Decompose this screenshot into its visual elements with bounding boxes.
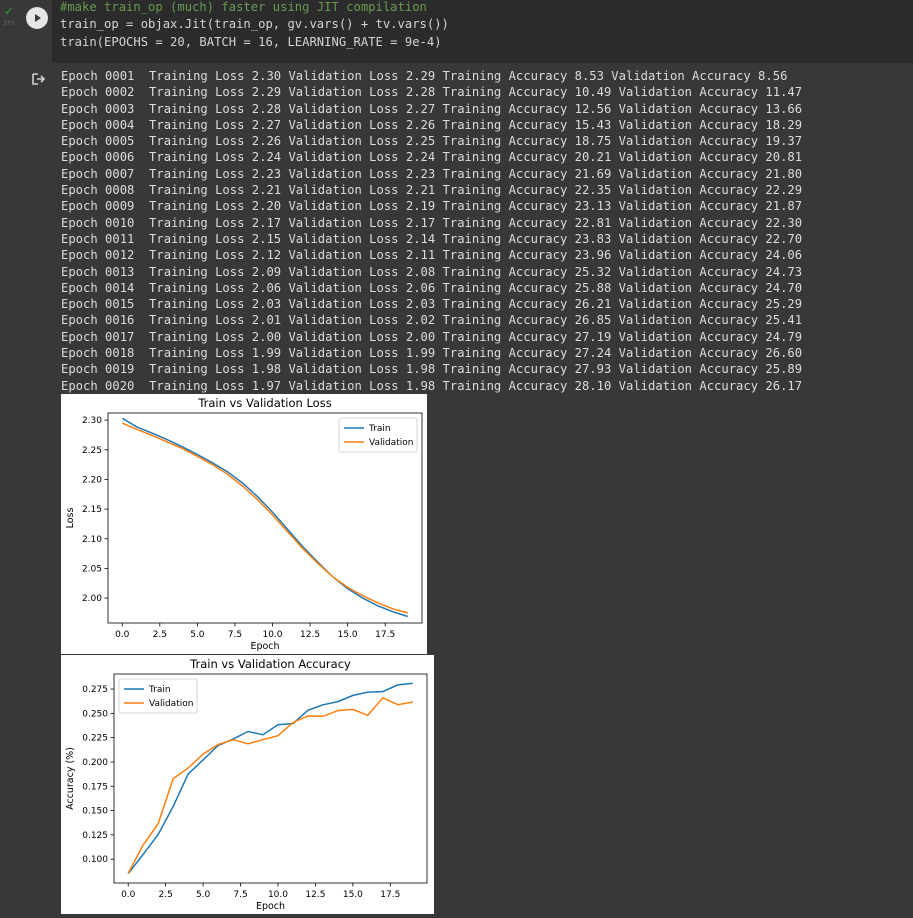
y-tick-label: 2.25 xyxy=(82,446,102,456)
output-line: Epoch 0011 Training Loss 2.15 Validation… xyxy=(61,231,803,246)
output-line: Epoch 0015 Training Loss 2.03 Validation… xyxy=(61,297,803,312)
y-tick-label: 2.15 xyxy=(82,505,102,515)
series-line-train xyxy=(121,417,408,618)
y-tick-label: 2.10 xyxy=(82,535,102,545)
code-line-train: train(EPOCHS = 20, BATCH = 16, LEARNING_… xyxy=(60,35,442,49)
legend xyxy=(118,678,198,714)
code-editor[interactable]: #make train_op (much) faster using JIT c… xyxy=(52,0,913,63)
y-tick-label: 0.225 xyxy=(82,734,108,744)
y-tick-label: 0.100 xyxy=(82,855,108,865)
y-tick-label: 0.250 xyxy=(82,709,108,719)
output-line: Epoch 0020 Training Loss 1.97 Validation… xyxy=(61,378,803,393)
code-comment-line: #make train_op (much) faster using JIT c… xyxy=(60,0,427,14)
x-tick-label: 0.0 xyxy=(121,890,136,900)
legend-label: Train xyxy=(368,424,391,434)
x-tick-label: 12.5 xyxy=(305,890,325,900)
output-line: Epoch 0005 Training Loss 2.26 Validation… xyxy=(61,134,803,149)
x-tick-label: 2.5 xyxy=(159,890,173,900)
x-tick-label: 2.5 xyxy=(153,630,167,640)
play-icon xyxy=(27,8,47,28)
x-tick-label: 10.0 xyxy=(262,630,282,640)
x-axis-label: Epoch xyxy=(256,901,285,912)
output-line: Epoch 0014 Training Loss 2.06 Validation… xyxy=(61,280,803,295)
code-line-jit: train_op = objax.Jit(train_op, gv.vars()… xyxy=(60,17,449,31)
output-line: Epoch 0009 Training Loss 2.20 Validation… xyxy=(61,199,803,214)
y-tick-label: 0.125 xyxy=(82,831,108,841)
output-line: Epoch 0012 Training Loss 2.12 Validation… xyxy=(61,248,803,263)
x-tick-label: 10.0 xyxy=(268,890,288,900)
output-line: Epoch 0002 Training Loss 2.29 Validation… xyxy=(61,85,803,100)
output-line: Epoch 0016 Training Loss 2.01 Validation… xyxy=(61,313,803,328)
output-redirect-icon[interactable] xyxy=(31,72,45,86)
x-tick-label: 5.0 xyxy=(196,890,211,900)
output-line: Epoch 0010 Training Loss 2.17 Validation… xyxy=(61,215,803,230)
y-tick-label: 2.05 xyxy=(82,564,102,574)
loss-chart: Train vs Validation Loss 0.0 2.5 5.0 7.5 10.0… xyxy=(61,394,427,654)
legend xyxy=(338,417,418,453)
y-axis-label: Accuracy (%) xyxy=(65,747,76,810)
x-tick-label: 0.0 xyxy=(115,630,130,640)
output-line: Epoch 0019 Training Loss 1.98 Validation… xyxy=(61,362,803,377)
x-tick-label: 15.0 xyxy=(338,630,358,640)
chart-title: Train vs Validation Loss xyxy=(197,396,331,410)
output-line: Epoch 0007 Training Loss 2.23 Validation… xyxy=(61,166,803,181)
series-line-train xyxy=(127,682,413,874)
series-line-validation xyxy=(127,696,413,874)
x-tick-label: 5.0 xyxy=(190,630,205,640)
y-tick-label: 0.275 xyxy=(82,685,108,695)
y-tick-label: 0.175 xyxy=(82,782,108,792)
code-cell: ✓ 3m #make train_op (much) faster using … xyxy=(0,0,913,63)
output-line: Epoch 0004 Training Loss 2.27 Validation… xyxy=(61,117,803,132)
y-tick-label: 0.200 xyxy=(82,758,108,768)
output-line: Epoch 0017 Training Loss 2.00 Validation… xyxy=(61,329,803,344)
x-tick-label: 17.5 xyxy=(375,630,395,640)
x-tick-label: 15.0 xyxy=(343,890,363,900)
accuracy-chart: Train vs Validation Accuracy 0.0 2.5 5.0 7.5… xyxy=(61,655,434,914)
success-check-icon: ✓ xyxy=(4,4,15,18)
plot-frame xyxy=(107,412,423,624)
y-tick-label: 2.00 xyxy=(82,594,102,604)
output-line: Epoch 0013 Training Loss 2.09 Validation… xyxy=(61,264,803,279)
y-tick-label: 2.20 xyxy=(82,475,102,485)
y-tick-label: 0.150 xyxy=(82,807,108,817)
series-line-validation xyxy=(122,422,408,614)
plot-frame xyxy=(113,673,428,884)
output-line: Epoch 0008 Training Loss 2.21 Validation… xyxy=(61,183,803,198)
y-axis-label: Loss xyxy=(65,508,76,529)
execution-time: 3m xyxy=(3,19,15,27)
y-tick-label: 2.30 xyxy=(82,416,102,426)
x-tick-label: 7.5 xyxy=(233,890,247,900)
x-tick-label: 12.5 xyxy=(300,630,320,640)
x-tick-label: 7.5 xyxy=(228,630,242,640)
legend-label: Train xyxy=(148,685,171,695)
cell-output: Epoch 0001 Training Loss 2.30 Validation… xyxy=(61,68,802,394)
x-axis-label: Epoch xyxy=(250,641,279,652)
output-line: Epoch 0018 Training Loss 1.99 Validation… xyxy=(61,346,803,361)
output-line: Epoch 0006 Training Loss 2.24 Validation… xyxy=(61,150,803,165)
x-tick-label: 17.5 xyxy=(380,890,400,900)
output-line: Epoch 0003 Training Loss 2.28 Validation… xyxy=(61,101,803,116)
output-line: Epoch 0001 Training Loss 2.30 Validation… xyxy=(61,69,788,83)
legend-label: Validation xyxy=(149,699,193,709)
legend-label: Validation xyxy=(369,438,413,448)
chart-title: Train vs Validation Accuracy xyxy=(189,657,351,671)
run-cell-button[interactable] xyxy=(26,7,48,29)
